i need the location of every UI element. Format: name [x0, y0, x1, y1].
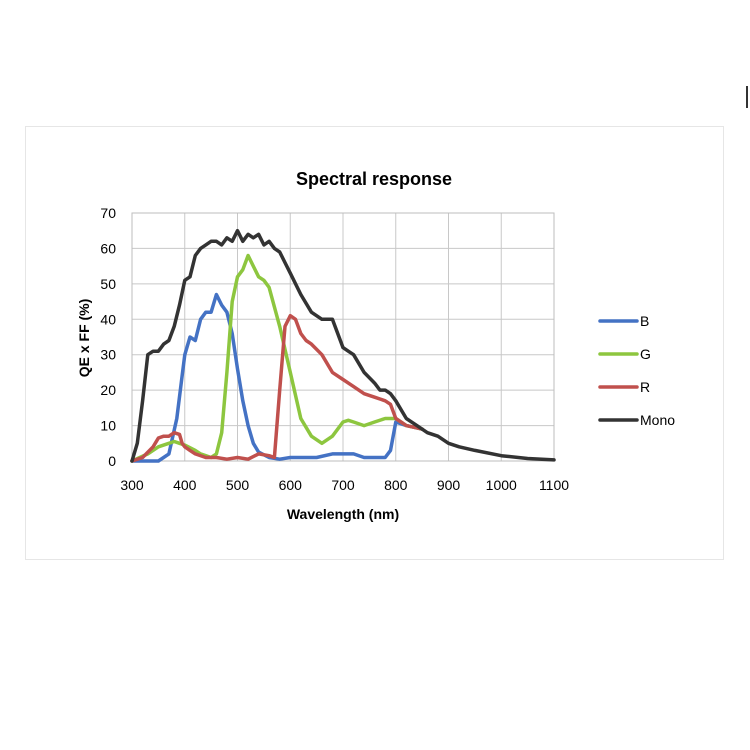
y-tick-label: 10 [100, 418, 116, 434]
series-line-r [130, 313, 424, 463]
x-axis-title: Wavelength (nm) [287, 506, 399, 522]
x-tick-label: 900 [437, 477, 461, 493]
y-tick-label: 30 [100, 347, 116, 363]
legend-label-mono: Mono [640, 412, 675, 428]
y-axis-ticks: 0 10 20 30 40 50 60 70 [100, 205, 116, 469]
legend-label-g: G [640, 346, 651, 362]
y-tick-label: 60 [100, 240, 116, 256]
y-tick-label: 0 [108, 453, 116, 469]
x-tick-label: 1000 [486, 477, 517, 493]
y-axis-title: QE x FF (%) [76, 299, 92, 378]
x-tick-label: 700 [331, 477, 355, 493]
x-tick-label: 1100 [539, 477, 569, 493]
legend: B G R Mono [598, 313, 675, 428]
x-axis-ticks: 300 400 500 600 700 800 900 1000 1100 [120, 477, 569, 493]
series-line-b [130, 292, 424, 463]
series-line-mono [130, 228, 556, 463]
edge-mark [746, 86, 748, 108]
y-tick-label: 20 [100, 382, 116, 398]
y-tick-label: 70 [100, 205, 116, 221]
chart-frame [25, 126, 724, 560]
legend-label-r: R [640, 379, 650, 395]
x-tick-label: 300 [120, 477, 144, 493]
chart-title: Spectral response [296, 169, 452, 189]
x-tick-label: 500 [226, 477, 250, 493]
y-tick-label: 40 [100, 311, 116, 327]
x-tick-label: 600 [279, 477, 303, 493]
x-tick-label: 800 [384, 477, 408, 493]
y-tick-label: 50 [100, 276, 116, 292]
x-tick-label: 400 [173, 477, 197, 493]
plot-border [131, 212, 555, 462]
grid [131, 212, 555, 462]
legend-label-b: B [640, 313, 649, 329]
series-lines [130, 228, 556, 463]
